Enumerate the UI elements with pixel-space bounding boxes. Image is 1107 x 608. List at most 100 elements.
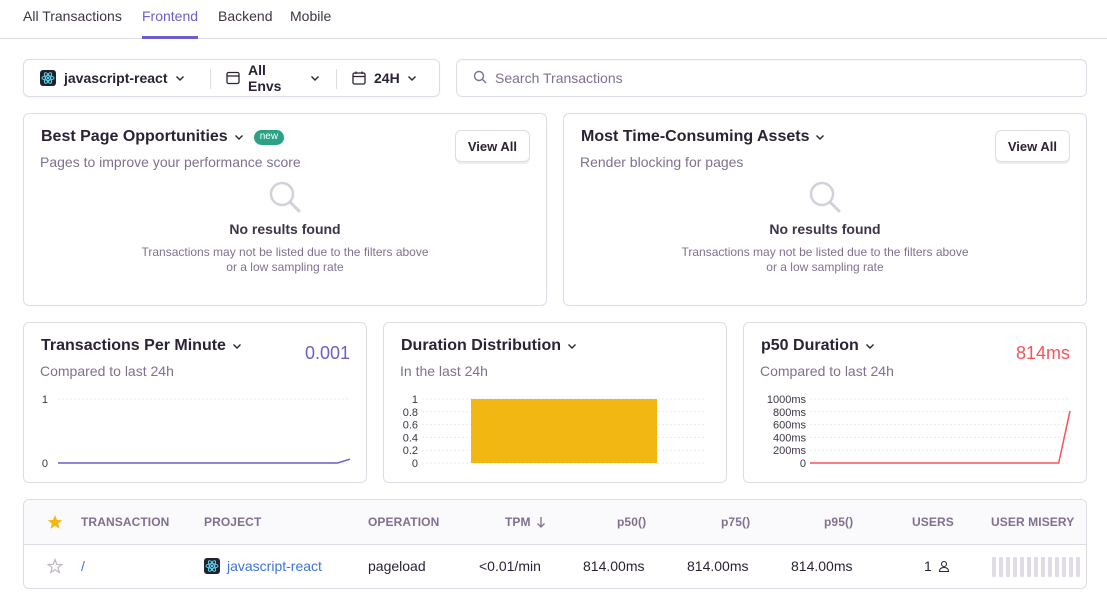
table-header: Transaction Project Operation TPM p50() …: [24, 500, 1086, 545]
transactions-table: Transaction Project Operation TPM p50() …: [23, 499, 1087, 589]
window-icon: [226, 71, 240, 85]
y-tick-label: 0.4: [403, 432, 418, 444]
date-filter-label: 24H: [374, 70, 400, 86]
project-filter-label: javascript-react: [64, 70, 168, 86]
search-bar: [456, 59, 1087, 97]
search-icon: [473, 70, 487, 87]
empty-state: No results found Transactions may not be…: [24, 180, 546, 275]
tpm-card: Transactions Per Minute Compared to last…: [23, 322, 367, 483]
view-all-button[interactable]: View All: [454, 130, 530, 162]
magnifier-icon: [268, 180, 302, 217]
calendar-icon: [352, 71, 366, 85]
y-tick-label: 400ms: [773, 432, 807, 444]
best-page-opportunities-card: Best Page Opportunities new Pages to imp…: [23, 113, 547, 306]
chevron-down-icon: [865, 341, 875, 351]
tpm-cell: <0.01/min: [479, 558, 541, 574]
series-line: [810, 410, 1071, 464]
project-cell[interactable]: javascript-react: [204, 558, 322, 574]
column-header-tpm-label: TPM: [505, 515, 531, 529]
card-title[interactable]: Best Page Opportunities new: [41, 128, 285, 146]
duration-distribution-chart: 00.20.40.60.81: [403, 394, 706, 470]
chevron-down-icon: [175, 73, 185, 83]
tpm-chart: 01: [42, 394, 351, 470]
y-tick-label: 0.8: [403, 407, 418, 419]
tab-frontend[interactable]: Frontend: [142, 8, 199, 39]
chevron-down-icon: [310, 73, 320, 83]
card-subtitle: Compared to last 24h: [760, 363, 894, 379]
users-count: 1: [924, 558, 932, 574]
user-misery-bar[interactable]: [992, 557, 1080, 577]
react-icon: [40, 70, 56, 86]
view-all-button[interactable]: View All: [994, 130, 1070, 162]
chevron-down-icon: [407, 73, 417, 83]
column-header-project[interactable]: Project: [204, 515, 262, 529]
card-subtitle: Pages to improve your performance score: [40, 154, 301, 170]
chevron-down-icon: [567, 341, 577, 351]
y-tick-label: 200ms: [773, 445, 807, 457]
tab-bar: All Transactions Frontend Backend Mobile: [0, 0, 1107, 39]
y-tick-label: 1: [42, 394, 48, 406]
date-filter[interactable]: 24H: [336, 60, 439, 96]
chevron-down-icon: [815, 132, 825, 142]
environment-filter[interactable]: All Envs: [210, 60, 336, 96]
y-tick-label: 0.2: [403, 445, 418, 457]
card-title-label: Best Page Opportunities: [41, 128, 228, 145]
users-cell: 1: [924, 558, 950, 574]
card-title-label: Transactions Per Minute: [41, 337, 226, 354]
time-consuming-assets-card: Most Time-Consuming Assets Render blocki…: [563, 113, 1087, 306]
p50-duration-card: p50 Duration Compared to last 24h 814ms …: [743, 322, 1087, 483]
star-filled-icon[interactable]: [47, 514, 63, 533]
card-subtitle: In the last 24h: [400, 363, 488, 379]
metric-value: 814ms: [1015, 343, 1070, 363]
column-header-transaction[interactable]: Transaction: [81, 515, 170, 529]
operation-cell: pageload: [368, 558, 426, 574]
tab-backend[interactable]: Backend: [218, 8, 273, 24]
column-header-p75[interactable]: p75(): [721, 515, 751, 529]
tab-all-transactions[interactable]: All Transactions: [23, 8, 122, 24]
y-tick-label: 0.6: [403, 420, 418, 432]
user-icon: [938, 560, 950, 572]
y-tick-label: 1000ms: [767, 394, 807, 406]
chevron-down-icon: [234, 132, 244, 142]
card-title[interactable]: Duration Distribution: [401, 337, 577, 355]
empty-message: Transactions may not be listed due to th…: [141, 245, 429, 274]
tab-mobile[interactable]: Mobile: [290, 8, 332, 24]
star-outline-icon[interactable]: [46, 557, 64, 577]
environment-filter-label: All Envs: [248, 62, 282, 94]
empty-title: No results found: [769, 221, 881, 237]
transaction-link[interactable]: /: [81, 558, 85, 574]
card-subtitle: Compared to last 24h: [40, 363, 174, 379]
column-header-operation[interactable]: Operation: [368, 515, 440, 529]
column-header-p95[interactable]: p95(): [824, 515, 854, 529]
p50-cell: 814.00ms: [583, 558, 645, 574]
p95-cell: 814.00ms: [791, 558, 853, 574]
card-title-label: Most Time-Consuming Assets: [581, 128, 810, 145]
card-title-label: p50 Duration: [761, 337, 859, 354]
metric-value: 0.001: [304, 343, 350, 363]
chevron-down-icon: [232, 341, 242, 351]
empty-state: No results found Transactions may not be…: [564, 180, 1086, 275]
search-input[interactable]: [495, 70, 1055, 86]
column-header-tpm[interactable]: TPM: [505, 515, 546, 529]
project-filter[interactable]: javascript-react: [24, 60, 210, 96]
y-tick-label: 0: [412, 458, 418, 470]
bar[interactable]: [471, 399, 657, 463]
card-title[interactable]: Transactions Per Minute: [41, 337, 242, 355]
column-header-users[interactable]: Users: [912, 515, 954, 529]
column-header-p50[interactable]: p50(): [617, 515, 647, 529]
card-title[interactable]: p50 Duration: [761, 337, 875, 355]
card-subtitle: Render blocking for pages: [580, 154, 744, 170]
project-link[interactable]: javascript-react: [227, 558, 322, 574]
y-tick-label: 1: [412, 394, 418, 406]
arrow-down-icon: [536, 516, 546, 528]
react-icon: [204, 558, 220, 574]
card-title[interactable]: Most Time-Consuming Assets: [581, 128, 825, 146]
empty-title: No results found: [229, 221, 341, 237]
column-header-user-misery[interactable]: User Misery: [991, 515, 1075, 529]
page-filter-bar: javascript-react All Envs 24H: [23, 59, 440, 97]
y-tick-label: 600ms: [773, 420, 807, 432]
p75-cell: 814.00ms: [687, 558, 749, 574]
y-tick-label: 800ms: [773, 407, 807, 419]
